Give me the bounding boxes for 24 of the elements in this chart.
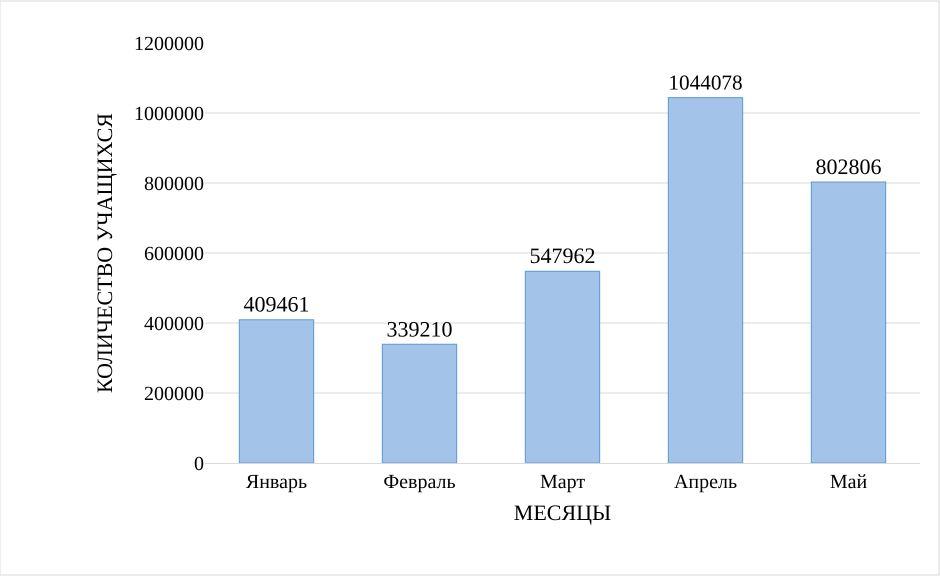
data-label: 547962: [530, 243, 596, 268]
x-tick-label: Май: [830, 471, 868, 493]
bar: [668, 97, 744, 463]
data-label: 1044078: [668, 70, 743, 95]
x-tick-label: Апрель: [674, 471, 738, 493]
x-tick-label: Январь: [246, 471, 308, 493]
bar: [238, 319, 314, 463]
bar: [810, 182, 886, 463]
y-tick-label: 1200000: [134, 33, 204, 55]
y-tick-label: 400000: [144, 313, 204, 335]
data-label: 409461: [244, 292, 310, 317]
bar: [524, 270, 600, 463]
x-tick-label: Февраль: [383, 471, 456, 493]
y-tick-label: 0: [194, 453, 204, 475]
bar: [382, 344, 458, 463]
y-tick-label: 800000: [144, 173, 204, 195]
y-axis-title: КОЛИЧЕСТВО УЧАЩИХСЯ: [92, 112, 117, 393]
x-axis-title: МЕСЯЦЫ: [514, 500, 612, 525]
data-label: 339210: [386, 316, 452, 342]
x-tick-label: Март: [540, 471, 586, 493]
y-tick-label: 1000000: [134, 103, 204, 125]
data-label: 802806: [816, 154, 882, 180]
y-tick-label: 200000: [144, 383, 204, 405]
y-tick-label: 600000: [144, 243, 204, 265]
